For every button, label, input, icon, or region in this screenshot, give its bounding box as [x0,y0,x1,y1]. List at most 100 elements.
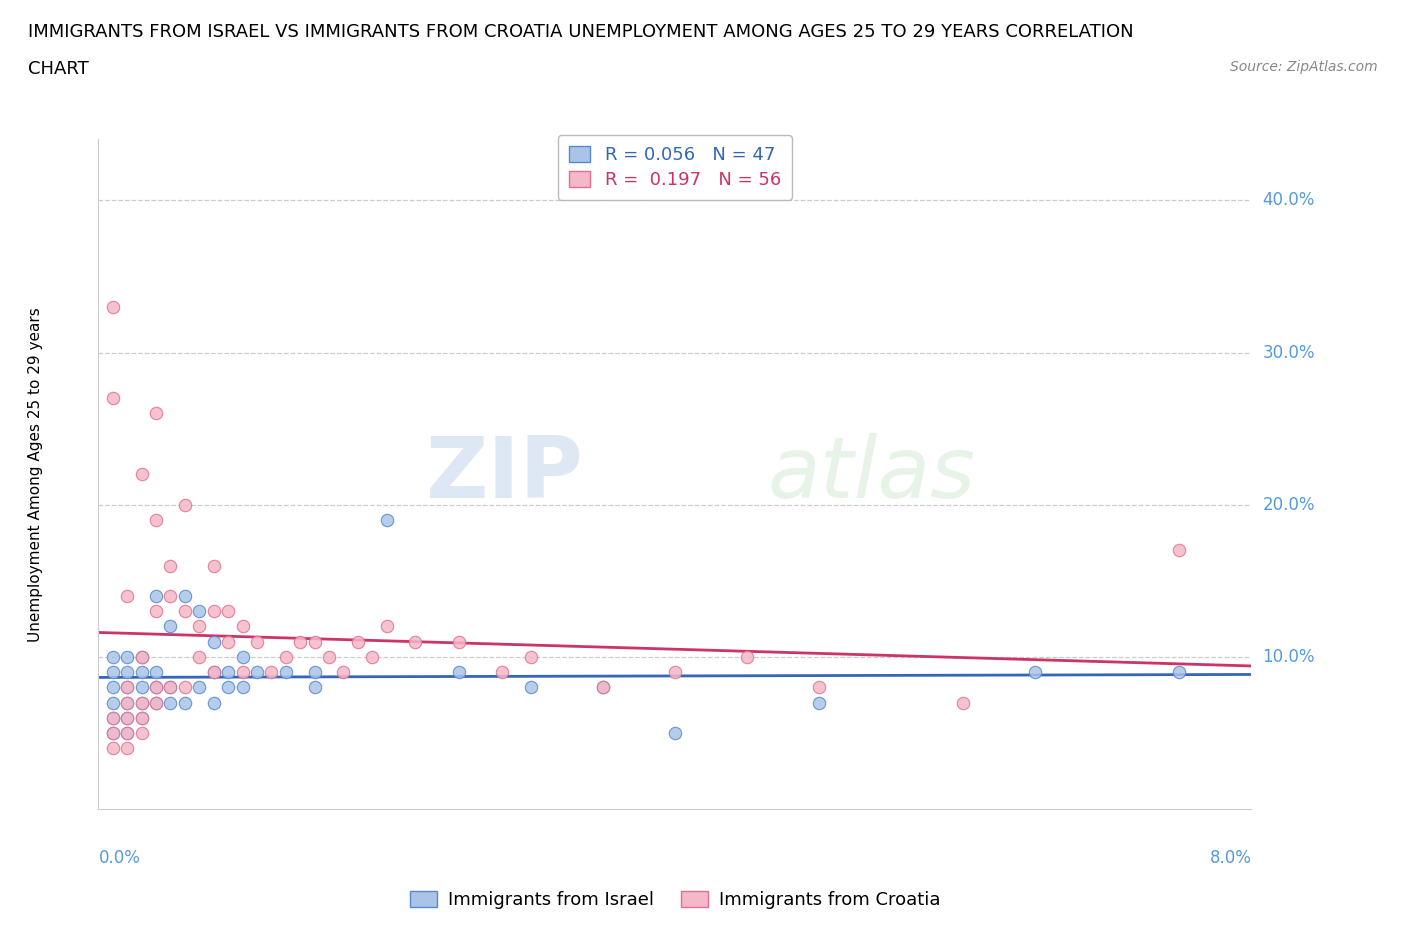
Point [735,649,758,664]
Point [304,680,326,695]
Point [405,634,427,649]
Point [231,649,254,664]
Point [117,680,138,695]
Point [145,665,167,680]
Text: CHART: CHART [28,60,89,78]
Point [145,695,167,710]
Point [260,665,283,680]
Point [117,711,138,725]
Point [202,604,225,618]
Point [318,649,340,664]
Point [101,665,124,680]
Point [159,680,181,695]
Point [101,711,124,725]
Point [246,634,269,649]
Point [117,741,138,756]
Point [188,680,211,695]
Point [231,665,254,680]
Point [131,467,153,482]
Point [519,680,541,695]
Point [202,558,225,573]
Point [274,665,297,680]
Point [117,680,138,695]
Point [361,649,384,664]
Point [159,619,181,634]
Point [246,665,269,680]
Point [117,589,138,604]
Text: Unemployment Among Ages 25 to 29 years: Unemployment Among Ages 25 to 29 years [28,307,42,642]
Point [131,725,153,740]
Point [174,695,197,710]
Text: 10.0%: 10.0% [1263,648,1315,666]
Point [1024,665,1046,680]
Point [131,680,153,695]
Point [101,391,124,405]
Point [202,634,225,649]
Point [952,695,974,710]
Point [174,604,197,618]
Point [231,619,254,634]
Point [807,680,830,695]
Point [217,680,239,695]
Point [807,695,830,710]
Point [101,711,124,725]
Text: 30.0%: 30.0% [1263,343,1315,362]
Point [131,665,153,680]
Point [145,589,167,604]
Point [101,725,124,740]
Point [101,680,124,695]
Point [231,680,254,695]
Point [519,649,541,664]
Point [145,406,167,421]
Text: IMMIGRANTS FROM ISRAEL VS IMMIGRANTS FROM CROATIA UNEMPLOYMENT AMONG AGES 25 TO : IMMIGRANTS FROM ISRAEL VS IMMIGRANTS FRO… [28,23,1133,41]
Point [145,604,167,618]
Point [159,558,181,573]
Point [159,680,181,695]
Point [217,665,239,680]
Point [131,711,153,725]
Text: Source: ZipAtlas.com: Source: ZipAtlas.com [1230,60,1378,74]
Point [101,695,124,710]
Text: 8.0%: 8.0% [1209,849,1251,868]
Point [491,665,513,680]
Point [159,695,181,710]
Text: ZIP: ZIP [425,432,582,516]
Point [101,299,124,314]
Point [202,665,225,680]
Point [101,649,124,664]
Point [174,589,197,604]
Text: atlas: atlas [768,432,976,516]
Point [131,711,153,725]
Point [131,649,153,664]
Point [290,634,312,649]
Point [188,649,211,664]
Point [117,725,138,740]
Point [145,512,167,527]
Text: 20.0%: 20.0% [1263,496,1315,513]
Point [592,680,614,695]
Point [664,665,686,680]
Point [117,711,138,725]
Point [1168,543,1191,558]
Point [174,680,197,695]
Point [202,695,225,710]
Point [375,619,398,634]
Point [447,634,470,649]
Point [447,665,470,680]
Text: 40.0%: 40.0% [1263,192,1315,209]
Point [332,665,354,680]
Text: 0.0%: 0.0% [98,849,141,868]
Point [375,512,398,527]
Point [1168,665,1191,680]
Point [131,649,153,664]
Point [188,619,211,634]
Point [217,634,239,649]
Point [117,695,138,710]
Point [117,649,138,664]
Legend: Immigrants from Israel, Immigrants from Croatia: Immigrants from Israel, Immigrants from … [402,884,948,916]
Point [202,665,225,680]
Point [188,604,211,618]
Point [145,680,167,695]
Point [304,634,326,649]
Legend: R = 0.056   N = 47, R =  0.197   N = 56: R = 0.056 N = 47, R = 0.197 N = 56 [558,135,792,200]
